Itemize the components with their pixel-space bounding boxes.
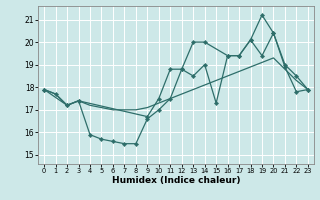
X-axis label: Humidex (Indice chaleur): Humidex (Indice chaleur)	[112, 176, 240, 185]
